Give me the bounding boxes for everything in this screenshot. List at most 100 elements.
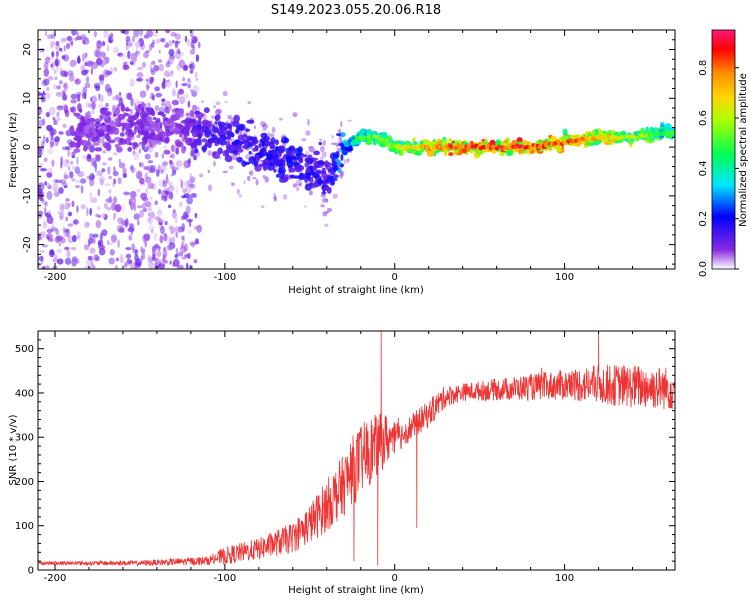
ridge-blob (336, 160, 342, 167)
noise-blob (153, 65, 160, 72)
noise-blob (194, 212, 198, 219)
noise-blob (160, 190, 168, 199)
noise-blob (72, 219, 80, 225)
noise-blob (267, 131, 270, 138)
noise-blob (102, 56, 109, 63)
noise-blob (319, 138, 323, 141)
noise-blob (305, 130, 311, 136)
noise-blob (163, 149, 171, 155)
noise-blob (179, 96, 186, 105)
ridge-blob (99, 114, 103, 122)
noise-blob (147, 102, 151, 108)
ridge-core (352, 139, 357, 144)
noise-blob (187, 228, 192, 234)
noise-blob (115, 94, 119, 101)
noise-blob (189, 183, 196, 190)
noise-blob (147, 212, 150, 217)
noise-blob (145, 78, 149, 83)
ridge-blob (128, 142, 133, 146)
noise-blob (86, 154, 92, 162)
noise-blob (186, 218, 193, 223)
noise-blob (189, 176, 196, 183)
noise-blob (118, 158, 121, 164)
noise-blob (55, 65, 59, 74)
noise-blob (164, 259, 168, 264)
noise-blob (177, 91, 180, 100)
noise-blob (111, 112, 114, 121)
spectrogram-y-tick-label: 20 (22, 43, 33, 56)
noise-blob (75, 179, 81, 184)
noise-blob (89, 191, 92, 199)
noise-blob (165, 42, 169, 48)
noise-blob (149, 167, 156, 173)
noise-blob (269, 133, 275, 138)
ridge-blob (258, 143, 262, 149)
noise-blob (89, 173, 95, 181)
ridge-blob (476, 148, 485, 155)
noise-blob (139, 177, 145, 185)
ridge-blob (304, 162, 310, 168)
noise-blob (46, 228, 53, 234)
ridge-blob (321, 172, 328, 180)
noise-blob (43, 78, 50, 86)
noise-blob (134, 258, 142, 267)
ridge-blob (289, 167, 296, 173)
ridge-blob (202, 145, 207, 153)
noise-blob (89, 263, 95, 269)
noise-blob (189, 49, 196, 55)
noise-blob (182, 211, 189, 220)
noise-blob (162, 248, 168, 258)
noise-blob (112, 105, 116, 114)
noise-blob (98, 244, 106, 250)
noise-blob (172, 258, 180, 267)
ridge-blob (106, 124, 112, 131)
noise-blob (129, 78, 135, 88)
noise-blob (39, 231, 47, 238)
noise-blob (95, 44, 102, 49)
noise-blob (46, 190, 53, 200)
ridge-blob (398, 152, 404, 156)
colorbar-ticks: 0.0 0.2 0.4 0.6 0.8 (698, 60, 739, 277)
noise-blob (264, 176, 269, 183)
ridge-blob (70, 131, 77, 137)
noise-blob (150, 70, 156, 75)
ridge-blob (128, 128, 133, 133)
ridge-blob (174, 110, 182, 118)
colorbar-tick-label: 0.6 (698, 110, 709, 126)
noise-blob (56, 258, 64, 265)
ridge-blob (174, 127, 179, 135)
noise-blob (320, 156, 324, 161)
ridge-blob (259, 149, 264, 154)
ridge-blob (304, 179, 308, 183)
ridge-blob (271, 149, 275, 157)
noise-blob (157, 59, 163, 63)
noise-blob (164, 221, 168, 226)
noise-blob (83, 221, 90, 229)
noise-blob (104, 198, 111, 202)
ridge-blob (342, 149, 348, 156)
noise-blob (151, 228, 154, 234)
noise-blob (130, 196, 137, 206)
ridge-core (672, 130, 675, 135)
noise-blob (156, 208, 163, 216)
noise-blob (47, 167, 54, 174)
noise-blob (119, 97, 124, 106)
noise-blob (139, 90, 147, 98)
noise-blob (56, 85, 61, 90)
noise-blob (123, 30, 129, 35)
noise-blob (42, 220, 47, 229)
noise-blob (181, 235, 185, 240)
noise-blob (181, 195, 187, 199)
noise-blob (98, 175, 106, 183)
ridge-blob (146, 107, 154, 116)
noise-blob (49, 138, 53, 148)
snr-y-tick-label: 100 (15, 521, 34, 532)
noise-blob (156, 250, 162, 258)
noise-blob (170, 173, 174, 177)
noise-blob (175, 186, 178, 195)
noise-blob (89, 179, 95, 187)
noise-blob (346, 158, 350, 164)
noise-blob (121, 204, 126, 213)
noise-blob (130, 228, 134, 235)
